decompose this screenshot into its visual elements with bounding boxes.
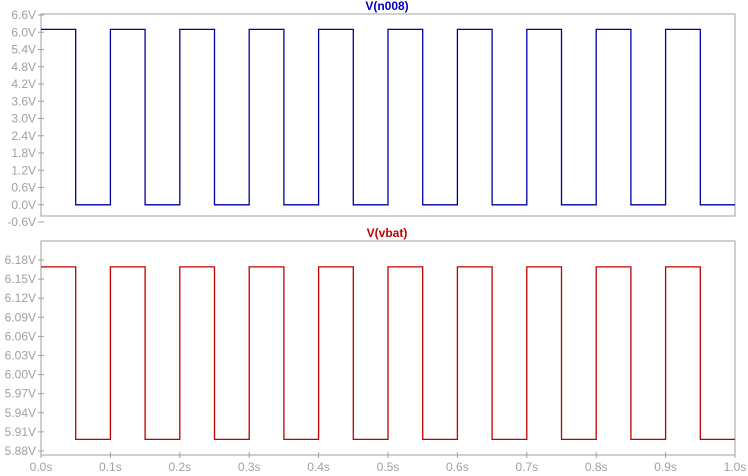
y-tick-label: 6.03V xyxy=(5,349,36,363)
x-tick-label: 0.2s xyxy=(168,460,191,474)
x-tick-label: 0.4s xyxy=(307,460,330,474)
pane-v-n008: V(n008) 6.6V 6.0V 5.4V 4.8V 4.2V 3.6V 3.0V 2.4V… xyxy=(7,0,736,229)
trace-line[interactable] xyxy=(41,266,735,441)
x-tick-label: 0.9s xyxy=(654,460,677,474)
trace-title[interactable]: V(n008) xyxy=(365,0,408,13)
x-tick-label: 0.1s xyxy=(99,460,122,474)
y-tick-label: 5.97V xyxy=(5,387,36,401)
y-tick-label: 3.0V xyxy=(11,112,36,126)
y-tick-label: 1.2V xyxy=(11,163,36,177)
y-tick-label: 5.94V xyxy=(5,406,36,420)
x-tick-label: 1.0s xyxy=(724,460,747,474)
y-tick-label: 6.18V xyxy=(5,253,36,267)
y-tick-label: 6.6V xyxy=(11,8,36,22)
y-tick-label: 6.0V xyxy=(11,25,36,39)
y-tick-label: 6.09V xyxy=(5,310,36,324)
y-tick-label: 4.8V xyxy=(11,60,36,74)
y-tick-label: 6.00V xyxy=(5,368,36,382)
y-tick-label: -0.6V xyxy=(7,215,36,229)
trace-title[interactable]: V(vbat) xyxy=(367,226,408,240)
y-tick-label: 6.12V xyxy=(5,291,36,305)
y-tick-label: 6.15V xyxy=(5,272,36,286)
y-tick-label: 5.91V xyxy=(5,425,36,439)
pane-frame xyxy=(40,13,736,217)
x-tick-label: 0.0s xyxy=(30,460,53,474)
y-tick-label: 5.88V xyxy=(5,444,36,458)
pane-v-vbat: V(vbat) 6.18V 6.15V 6.12V 6.09V 6.06V 6.03V 6.… xyxy=(5,226,747,474)
x-tick-label: 0.5s xyxy=(377,460,400,474)
x-tick-label: 0.7s xyxy=(515,460,538,474)
x-tick-label: 0.3s xyxy=(238,460,261,474)
y-tick-label: 5.4V xyxy=(11,43,36,57)
y-tick-label: 1.8V xyxy=(11,146,36,160)
y-tick-label: 6.06V xyxy=(5,329,36,343)
x-tick-label: 0.6s xyxy=(446,460,469,474)
y-tick-label: 0.0V xyxy=(11,198,36,212)
y-tick-label: 4.2V xyxy=(11,77,36,91)
trace-line[interactable] xyxy=(41,28,735,206)
x-tick-label: 0.8s xyxy=(585,460,608,474)
y-tick-label: 2.4V xyxy=(11,129,36,143)
y-tick-label: 0.6V xyxy=(11,181,36,195)
y-tick-label: 3.6V xyxy=(11,94,36,108)
